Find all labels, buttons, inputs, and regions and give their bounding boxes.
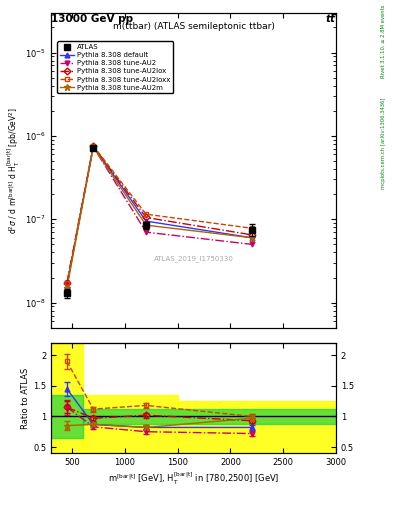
Legend: ATLAS, Pythia 8.308 default, Pythia 8.308 tune-AU2, Pythia 8.308 tune-AU2lox, Py: ATLAS, Pythia 8.308 default, Pythia 8.30… [57,41,173,93]
Y-axis label: d$^2\sigma$ / d m$^{\rm [bar|t]}$ d H$_{\rm T}^{\rm [bar|t]}$ [pb/GeV$^2$]: d$^2\sigma$ / d m$^{\rm [bar|t]}$ d H$_{… [6,107,22,233]
Text: tt̅: tt̅ [326,13,336,24]
Text: m(ttbar) (ATLAS semileptonic ttbar): m(ttbar) (ATLAS semileptonic ttbar) [113,22,274,31]
Y-axis label: Ratio to ATLAS: Ratio to ATLAS [21,368,30,429]
Text: 13000 GeV pp: 13000 GeV pp [51,13,133,24]
Text: mcplots.cern.ch [arXiv:1306.3436]: mcplots.cern.ch [arXiv:1306.3436] [381,98,386,189]
X-axis label: m$^{\rm [bar|t]}$ [GeV], H$_{\rm T}^{\rm [bar|t]}$ in [780,2500] [GeV]: m$^{\rm [bar|t]}$ [GeV], H$_{\rm T}^{\rm… [108,471,279,487]
Text: Rivet 3.1.10, ≥ 2.8M events: Rivet 3.1.10, ≥ 2.8M events [381,4,386,78]
Text: ATLAS_2019_I1750330: ATLAS_2019_I1750330 [154,255,233,262]
